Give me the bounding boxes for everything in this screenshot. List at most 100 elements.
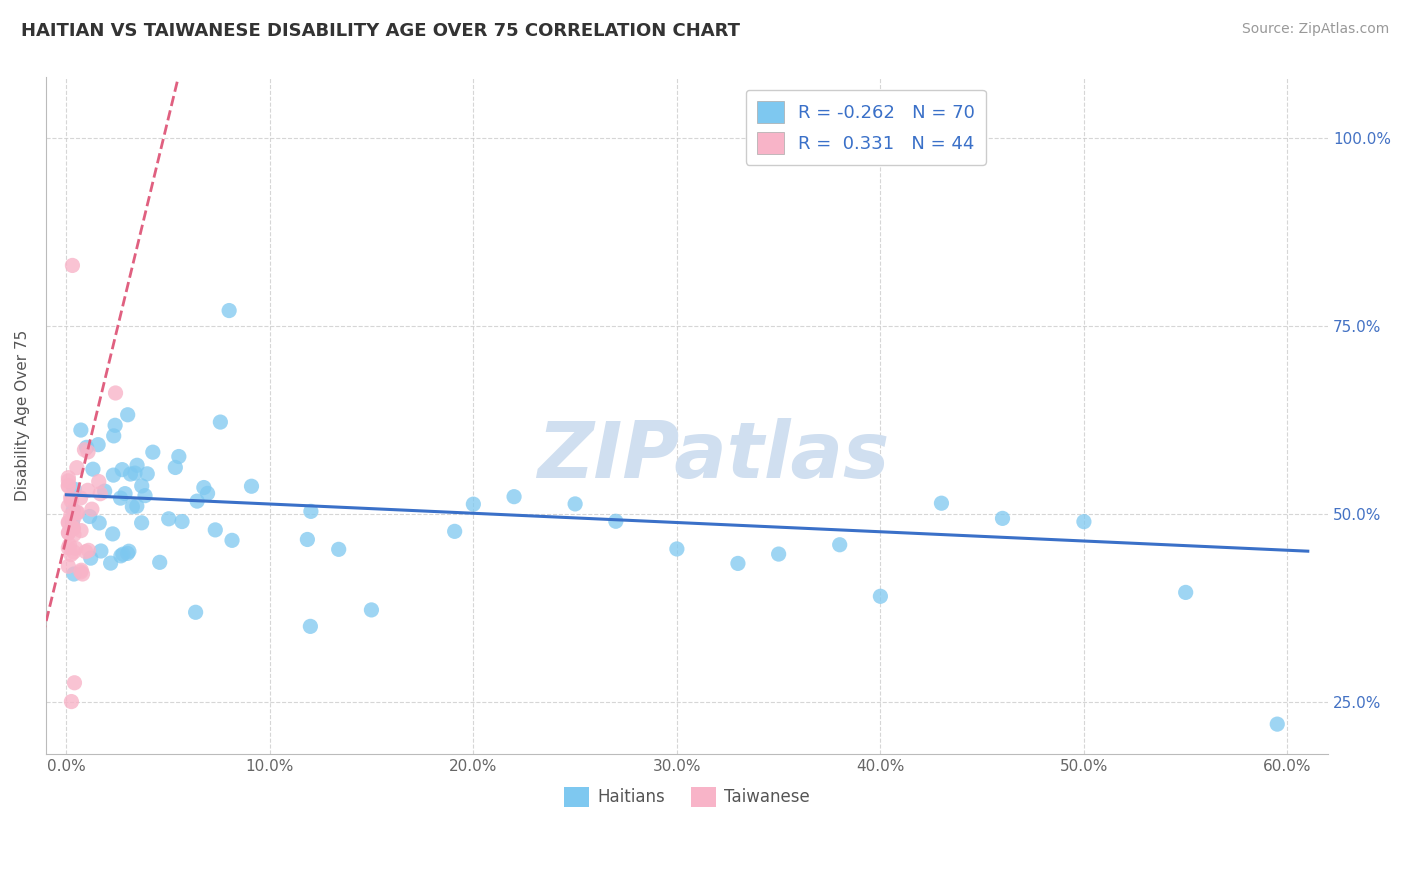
Point bbox=[299, 619, 322, 633]
Text: Source: ZipAtlas.com: Source: ZipAtlas.com bbox=[1241, 22, 1389, 37]
Point bbox=[221, 533, 243, 548]
Point bbox=[991, 511, 1014, 525]
Point bbox=[186, 494, 208, 508]
Point bbox=[768, 547, 790, 561]
Point bbox=[60, 548, 83, 562]
Point bbox=[58, 525, 80, 540]
Point bbox=[59, 508, 82, 523]
Point bbox=[58, 474, 80, 488]
Point bbox=[80, 551, 103, 566]
Point bbox=[104, 418, 127, 433]
Point bbox=[131, 479, 153, 493]
Point bbox=[70, 524, 93, 538]
Point bbox=[75, 544, 97, 558]
Point bbox=[110, 549, 132, 563]
Point bbox=[58, 525, 80, 540]
Point bbox=[136, 467, 159, 481]
Point bbox=[87, 475, 110, 489]
Point bbox=[58, 559, 80, 574]
Point bbox=[869, 589, 891, 603]
Text: ZIPatlas: ZIPatlas bbox=[537, 418, 889, 494]
Point bbox=[60, 695, 83, 709]
Point bbox=[60, 520, 83, 534]
Point bbox=[100, 556, 122, 570]
Point bbox=[142, 445, 165, 459]
Point bbox=[66, 506, 89, 520]
Point bbox=[1265, 717, 1288, 731]
Point bbox=[114, 486, 136, 500]
Point bbox=[104, 386, 127, 401]
Point bbox=[66, 460, 89, 475]
Point bbox=[157, 512, 180, 526]
Point bbox=[167, 450, 190, 464]
Point bbox=[110, 491, 132, 505]
Point bbox=[463, 497, 485, 511]
Point bbox=[73, 442, 96, 457]
Point bbox=[89, 486, 111, 500]
Point bbox=[184, 605, 207, 619]
Point bbox=[103, 429, 125, 443]
Text: HAITIAN VS TAIWANESE DISABILITY AGE OVER 75 CORRELATION CHART: HAITIAN VS TAIWANESE DISABILITY AGE OVER… bbox=[21, 22, 740, 40]
Point bbox=[193, 481, 215, 495]
Point bbox=[297, 533, 319, 547]
Point bbox=[65, 541, 87, 556]
Point bbox=[87, 437, 110, 451]
Point bbox=[127, 458, 149, 473]
Point bbox=[727, 557, 749, 571]
Point bbox=[209, 415, 232, 429]
Point bbox=[70, 563, 93, 577]
Point bbox=[89, 516, 111, 530]
Point bbox=[62, 259, 84, 273]
Point bbox=[60, 493, 83, 508]
Point bbox=[134, 489, 156, 503]
Point bbox=[62, 521, 84, 535]
Point bbox=[58, 516, 80, 530]
Point bbox=[70, 423, 93, 437]
Point bbox=[124, 466, 146, 480]
Point bbox=[117, 408, 139, 422]
Point bbox=[80, 502, 103, 516]
Point bbox=[62, 515, 84, 529]
Point bbox=[1174, 585, 1197, 599]
Point bbox=[828, 538, 851, 552]
Point bbox=[58, 538, 80, 552]
Point bbox=[118, 544, 141, 558]
Point bbox=[299, 504, 322, 518]
Point bbox=[58, 500, 80, 514]
Point bbox=[79, 509, 101, 524]
Point bbox=[665, 541, 688, 556]
Point bbox=[63, 527, 86, 541]
Point bbox=[328, 542, 350, 557]
Point bbox=[63, 510, 86, 524]
Point bbox=[59, 491, 82, 505]
Point bbox=[77, 445, 100, 459]
Point bbox=[443, 524, 465, 539]
Point bbox=[58, 541, 80, 555]
Point bbox=[170, 515, 193, 529]
Point bbox=[149, 555, 172, 569]
Point bbox=[605, 514, 627, 528]
Point bbox=[103, 468, 125, 483]
Point bbox=[58, 470, 80, 484]
Point bbox=[218, 303, 240, 318]
Point bbox=[76, 483, 98, 498]
Point bbox=[62, 545, 84, 559]
Point bbox=[90, 544, 112, 558]
Point bbox=[58, 478, 80, 492]
Point bbox=[564, 497, 586, 511]
Point bbox=[62, 522, 84, 536]
Point bbox=[69, 491, 91, 505]
Y-axis label: Disability Age Over 75: Disability Age Over 75 bbox=[15, 330, 30, 501]
Point bbox=[111, 462, 134, 476]
Point bbox=[93, 484, 115, 499]
Point bbox=[77, 543, 100, 558]
Point bbox=[58, 479, 80, 493]
Point bbox=[240, 479, 263, 493]
Point bbox=[165, 460, 187, 475]
Point bbox=[76, 441, 98, 455]
Legend: Haitians, Taiwanese: Haitians, Taiwanese bbox=[558, 780, 817, 814]
Point bbox=[131, 516, 153, 530]
Point bbox=[360, 603, 382, 617]
Point bbox=[58, 515, 80, 529]
Point bbox=[63, 567, 86, 582]
